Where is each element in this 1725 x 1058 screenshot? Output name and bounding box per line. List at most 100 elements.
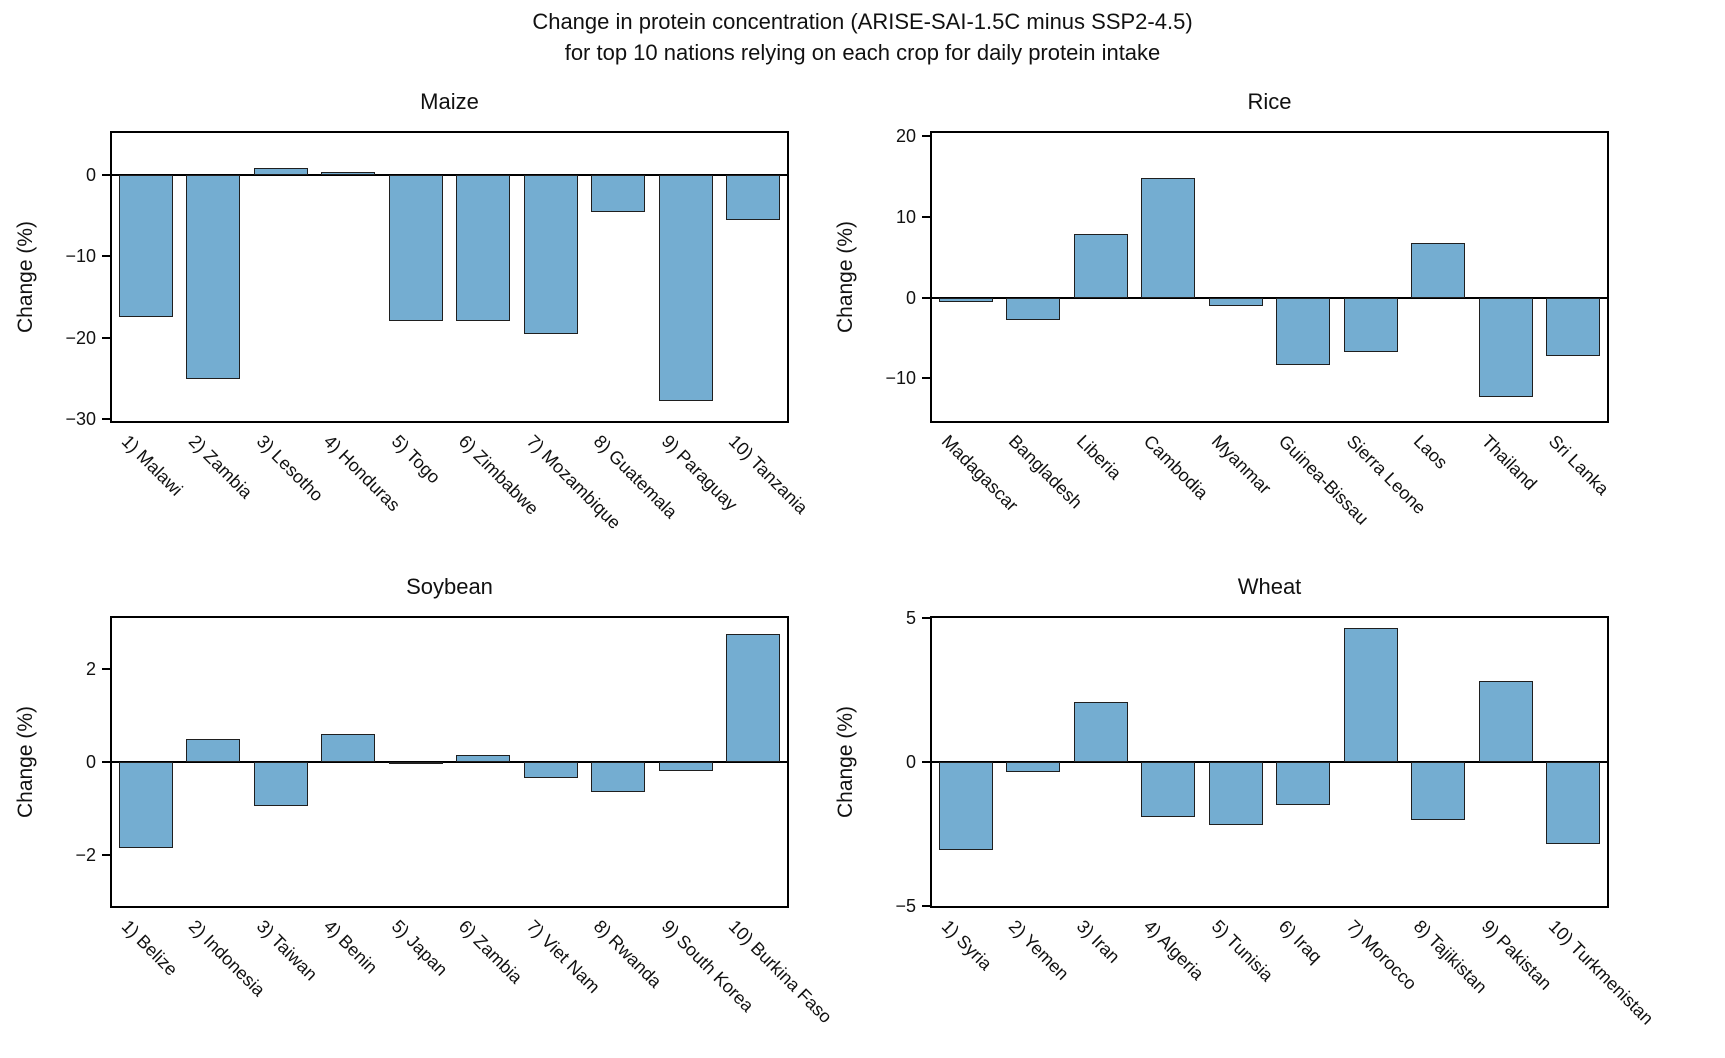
y-tick-label: 0 xyxy=(905,287,916,308)
bar xyxy=(321,734,376,762)
y-tick-mark xyxy=(102,761,110,763)
bar xyxy=(1343,628,1398,762)
bar xyxy=(1006,762,1061,773)
bar xyxy=(456,174,511,321)
x-tick-label: 5) Togo xyxy=(387,431,444,488)
bar xyxy=(938,297,993,303)
bar xyxy=(186,738,241,762)
bar xyxy=(1276,297,1331,366)
bar xyxy=(1276,762,1331,806)
y-tick-mark xyxy=(102,853,110,856)
x-tick-label: 3) Taiwan xyxy=(252,916,321,985)
y-tick-label: 0 xyxy=(905,752,916,772)
figure-title-line2: for top 10 nations relying on each crop … xyxy=(564,40,1161,65)
bar xyxy=(1006,297,1061,321)
x-tick-label: 1) Malawi xyxy=(117,431,187,500)
subplot-rice: Rice Change (%) 20 10 0 −10 Madagascar Bangla… xyxy=(834,89,1613,529)
bar xyxy=(523,174,578,334)
y-tick-label: −5 xyxy=(895,896,916,916)
x-tick-label: 10) Turkmenistan xyxy=(1545,916,1658,1029)
y-tick-mark xyxy=(102,336,110,339)
y-tick-mark xyxy=(102,173,110,176)
y-tick-label: −2 xyxy=(75,844,96,865)
figure-title: Change in protein concentration (ARISE-S… xyxy=(0,6,1725,68)
x-tick-label: 3) Lesotho xyxy=(252,431,327,506)
y-tick-mark xyxy=(922,905,930,907)
bar xyxy=(321,172,376,175)
y-tick-mark xyxy=(922,215,930,218)
y-tick-mark xyxy=(922,296,930,299)
x-tick-label: Liberia xyxy=(1072,431,1125,484)
x-tick-label: 6) Iraq xyxy=(1275,916,1327,967)
bar xyxy=(938,762,993,850)
x-tick-label: Sri Lanka xyxy=(1545,431,1614,499)
subplot-title: Maize xyxy=(420,89,479,114)
bar xyxy=(1546,762,1601,845)
bar xyxy=(1411,762,1466,820)
x-tick-label: 10) Tanzania xyxy=(725,431,812,518)
y-tick-mark xyxy=(922,377,930,380)
bar xyxy=(1073,233,1128,298)
bar xyxy=(1478,681,1533,762)
y-tick-label: 5 xyxy=(905,608,916,628)
bar xyxy=(658,174,713,402)
y-axis-label: Change (%) xyxy=(14,220,37,334)
bar xyxy=(1208,297,1263,307)
bar xyxy=(253,762,308,807)
y-tick-label: −30 xyxy=(65,409,96,430)
x-tick-label: Thailand xyxy=(1477,431,1541,494)
zero-line xyxy=(112,173,787,176)
bar xyxy=(388,762,443,764)
y-tick-label: −20 xyxy=(65,327,96,348)
bar xyxy=(1546,297,1601,357)
zero-line xyxy=(112,761,787,763)
subplot-maize: Maize Change (%) 0 −10 −20 −30 1) Malawi 2) Z… xyxy=(14,89,812,533)
y-tick-label: 20 xyxy=(895,126,916,147)
bar xyxy=(1411,242,1466,298)
bar xyxy=(658,762,713,772)
bar xyxy=(591,174,646,213)
x-tick-label: Laos xyxy=(1410,431,1452,473)
bar xyxy=(726,174,781,221)
x-tick-label: 1) Syria xyxy=(937,916,996,974)
bar xyxy=(456,755,511,762)
bar xyxy=(1343,297,1398,353)
x-tick-label: 3) Iran xyxy=(1072,916,1124,967)
y-tick-label: 0 xyxy=(85,164,96,185)
bar xyxy=(253,168,308,175)
bar xyxy=(1141,762,1196,817)
y-tick-label: 0 xyxy=(85,752,96,772)
bar xyxy=(118,762,173,848)
x-tick-label: Myanmar xyxy=(1207,431,1275,499)
y-tick-label: 2 xyxy=(85,659,96,680)
x-tick-label: 1) Belize xyxy=(117,916,182,980)
y-tick-mark xyxy=(922,761,930,763)
y-tick-mark xyxy=(102,255,110,258)
x-tick-label: 2) Zambia xyxy=(185,431,257,503)
zero-line xyxy=(932,296,1607,299)
bar xyxy=(591,762,646,793)
x-tick-label: 4) Benin xyxy=(320,916,382,978)
y-tick-mark xyxy=(922,617,930,619)
subplot-title: Rice xyxy=(1247,89,1292,114)
bar xyxy=(523,762,578,779)
x-tick-label: 7) Morocco xyxy=(1342,916,1421,994)
x-tick-label: 6) Zambia xyxy=(455,916,527,988)
zero-line xyxy=(932,761,1607,763)
y-axis-label: Change (%) xyxy=(834,220,857,334)
bar xyxy=(1141,178,1196,298)
x-tick-label: 4) Algeria xyxy=(1140,916,1209,984)
x-tick-label: 5) Japan xyxy=(387,916,452,980)
subplot-wheat: Wheat Change (%) 5 0 −5 1) Syria 2) Yemen 3) … xyxy=(834,574,1658,1028)
x-tick-label: 5) Tunisia xyxy=(1207,916,1277,986)
subplot-title: Wheat xyxy=(1237,574,1302,599)
y-tick-label: −10 xyxy=(65,246,96,267)
bar xyxy=(1073,701,1128,762)
figure-title-line1: Change in protein concentration (ARISE-S… xyxy=(532,9,1193,34)
y-tick-label: 10 xyxy=(895,206,916,227)
y-tick-mark xyxy=(102,668,110,671)
bar xyxy=(118,174,173,318)
bar xyxy=(1208,762,1263,826)
y-tick-mark xyxy=(102,418,110,421)
